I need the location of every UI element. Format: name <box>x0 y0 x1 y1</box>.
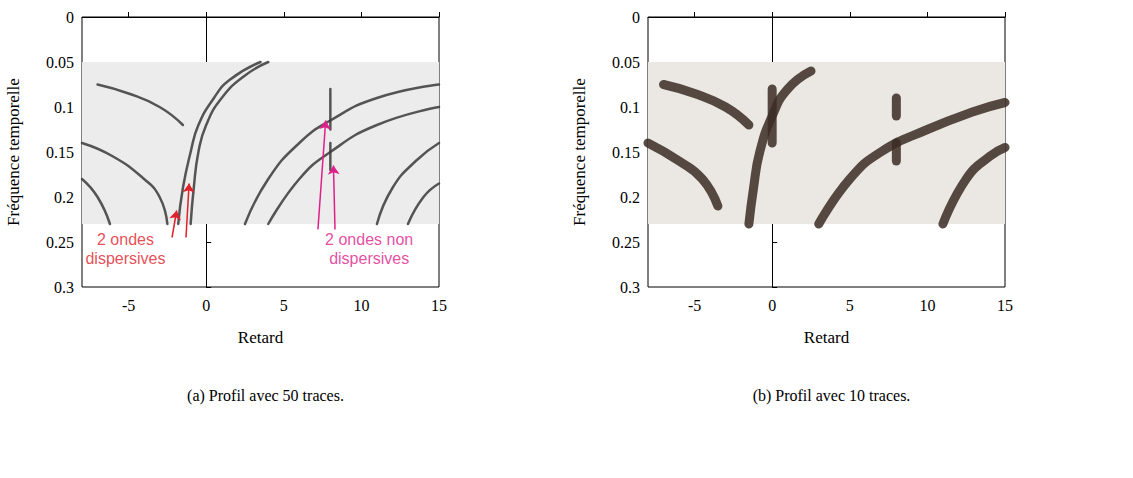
svg-text:2 ondes: 2 ondes <box>97 231 154 248</box>
svg-text:10: 10 <box>353 297 369 314</box>
svg-text:Fréquence temporelle: Fréquence temporelle <box>570 78 589 226</box>
svg-text:0.1: 0.1 <box>54 99 74 116</box>
svg-text:Fréquence temporelle: Fréquence temporelle <box>4 78 23 226</box>
svg-text:0.15: 0.15 <box>612 144 640 161</box>
svg-text:0: 0 <box>768 297 776 314</box>
svg-text:0.05: 0.05 <box>46 54 74 71</box>
svg-text:0.3: 0.3 <box>54 279 74 296</box>
svg-text:0.25: 0.25 <box>612 234 640 251</box>
svg-text:0.15: 0.15 <box>46 144 74 161</box>
svg-text:0: 0 <box>632 9 640 26</box>
svg-text:5: 5 <box>846 297 854 314</box>
svg-text:(b) Profil avec 10 traces.: (b) Profil avec 10 traces. <box>753 387 911 405</box>
svg-text:0: 0 <box>66 9 74 26</box>
svg-text:0.25: 0.25 <box>46 234 74 251</box>
svg-text:Retard: Retard <box>238 328 284 347</box>
svg-text:2 ondes non: 2 ondes non <box>325 231 413 248</box>
svg-text:dispersives: dispersives <box>329 250 409 267</box>
svg-text:0.2: 0.2 <box>620 189 640 206</box>
svg-text:-5: -5 <box>122 297 135 314</box>
svg-text:0.1: 0.1 <box>620 99 640 116</box>
svg-text:(a) Profil avec 50 traces.: (a) Profil avec 50 traces. <box>187 387 344 405</box>
svg-text:-5: -5 <box>688 297 701 314</box>
svg-text:0.2: 0.2 <box>54 189 74 206</box>
svg-text:Retard: Retard <box>804 328 850 347</box>
svg-text:0.3: 0.3 <box>620 279 640 296</box>
svg-text:15: 15 <box>997 297 1013 314</box>
svg-text:5: 5 <box>280 297 288 314</box>
svg-text:dispersives: dispersives <box>85 250 165 267</box>
svg-text:0: 0 <box>202 297 210 314</box>
svg-text:10: 10 <box>919 297 935 314</box>
svg-text:15: 15 <box>431 297 447 314</box>
svg-text:0.05: 0.05 <box>612 54 640 71</box>
